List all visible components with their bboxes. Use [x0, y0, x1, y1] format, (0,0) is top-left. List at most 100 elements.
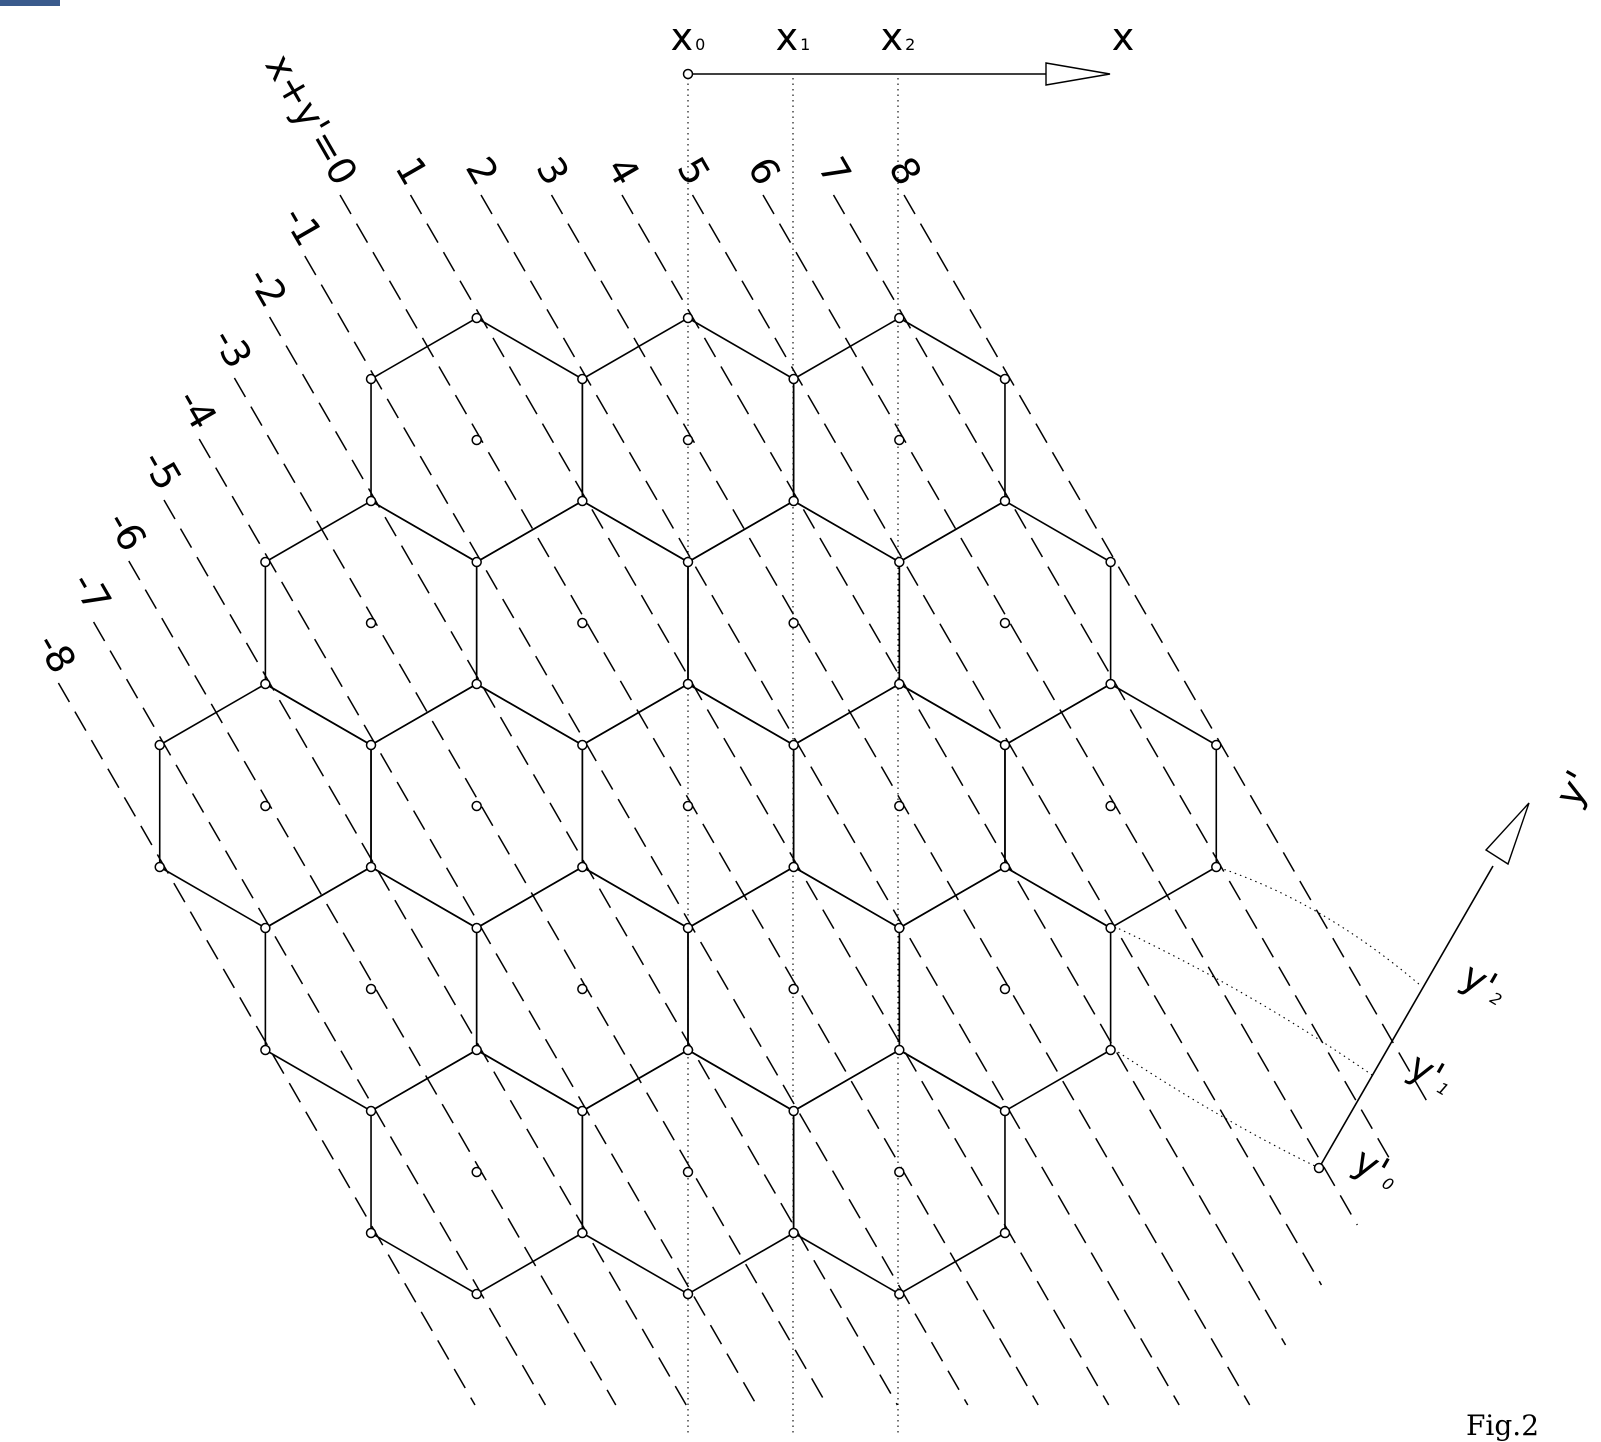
hex-vertex-node	[261, 680, 270, 689]
hex-vertex-node	[472, 314, 481, 323]
svg-text:x2: x2	[881, 15, 916, 59]
x-axis-arrowhead	[1046, 63, 1110, 85]
hex-vertex-node	[367, 863, 376, 872]
x-tick-1: x	[776, 15, 799, 59]
hex-vertex-node	[1106, 1046, 1115, 1055]
diagonal-dashed-line	[340, 195, 1038, 1405]
diagonal-dashed-line	[622, 195, 1286, 1345]
figure-label: Fig.2	[1466, 1412, 1539, 1440]
hex-vertex-node	[578, 375, 587, 384]
hex-center-node	[1000, 985, 1009, 994]
hex-center-node	[789, 985, 798, 994]
diagonal-line-label: 7	[810, 150, 860, 193]
hex-vertex-node	[472, 558, 481, 567]
diagonal-line-label: -2	[239, 260, 296, 315]
hex-vertex-node	[472, 1046, 481, 1055]
hex-vertex-node	[895, 924, 904, 933]
x-tick-0: x	[671, 15, 694, 59]
hex-center-node	[684, 436, 693, 445]
diagonal-line-label: 4	[598, 150, 648, 193]
hex-center-node	[789, 619, 798, 628]
hex-vertex-node	[1000, 741, 1009, 750]
hex-vertex-node	[1000, 497, 1009, 506]
hex-vertex-node	[895, 558, 904, 567]
hex-center-node	[1000, 619, 1009, 628]
hex-center-node	[895, 802, 904, 811]
hex-vertex-node	[155, 863, 164, 872]
diagonal-dashed-line	[552, 195, 1250, 1405]
hex-vertex-node	[367, 497, 376, 506]
svg-text:y'0: y'0	[1346, 1138, 1407, 1199]
diagonal-line-label: 8	[880, 150, 930, 193]
hex-vertex-node	[367, 1107, 376, 1116]
hex-center-node	[684, 1168, 693, 1177]
hex-vertex-node	[367, 375, 376, 384]
hex-vertex-node	[1000, 863, 1009, 872]
hex-center-node	[684, 802, 693, 811]
diagonal-line-label: 2	[457, 150, 507, 193]
hex-vertex-node	[789, 375, 798, 384]
hex-vertex-node	[684, 558, 693, 567]
hex-center-node	[367, 619, 376, 628]
diagonal-dashed-line	[199, 439, 756, 1405]
diagonal-dashed-line	[234, 378, 827, 1405]
hex-vertex-node	[789, 1107, 798, 1116]
hex-center-node	[472, 1168, 481, 1177]
x-axis-label: x	[1112, 15, 1135, 59]
hex-vertex-node	[895, 1290, 904, 1299]
x-axis-origin-node	[684, 70, 693, 79]
hex-center-node	[578, 619, 587, 628]
hex-center-node	[472, 436, 481, 445]
hex-vertex-node	[895, 314, 904, 323]
hex-center-node	[895, 1168, 904, 1177]
hex-center-node	[367, 985, 376, 994]
hex-vertex-node	[367, 1229, 376, 1238]
diagonal-line-label: 5	[669, 150, 719, 193]
hex-vertex-node	[1106, 924, 1115, 933]
hex-vertex-node	[1212, 863, 1221, 872]
hex-vertex-node	[789, 1229, 798, 1238]
hex-vertex-node	[261, 558, 270, 567]
hex-vertex-node	[472, 1290, 481, 1299]
diagonal-line-label: -3	[204, 321, 261, 376]
hex-vertex-node	[895, 1046, 904, 1055]
svg-text:x1: x1	[776, 15, 811, 59]
diagonal-line-label: -5	[133, 443, 190, 498]
hex-vertex-node	[578, 741, 587, 750]
hex-vertex-node	[1212, 741, 1221, 750]
hex-vertex-node	[789, 863, 798, 872]
hex-vertex-node	[1106, 558, 1115, 567]
x-tick-1-sub: 1	[800, 35, 810, 54]
svg-text:x0: x0	[671, 15, 706, 59]
diagonal-dashed-line	[763, 195, 1357, 1225]
hex-vertex-node	[684, 924, 693, 933]
diagonal-line-label: -6	[98, 504, 155, 559]
x-tick-2-sub: 2	[905, 35, 915, 54]
diagonal-line-label: -7	[63, 565, 120, 620]
x-tick-2: x	[881, 15, 904, 59]
diagonal-line-label: 1	[387, 150, 437, 193]
svg-text:y'1: y'1	[1401, 1043, 1462, 1104]
svg-text:y'2: y'2	[1454, 953, 1515, 1014]
hex-vertex-node	[1000, 1107, 1009, 1116]
diagonal-dashed-line	[58, 683, 475, 1405]
hex-vertex-node	[684, 314, 693, 323]
y-tick-guide-line	[1109, 924, 1372, 1075]
hex-vertex-node	[472, 680, 481, 689]
hex-vertex-node	[895, 680, 904, 689]
diagonal-dashed-line	[305, 256, 968, 1405]
hex-vertex-node	[472, 924, 481, 933]
diagonal-line-label: x+y'=0	[257, 46, 367, 192]
hex-center-node	[895, 436, 904, 445]
y-prime-axis-label: y'	[1546, 763, 1601, 814]
hex-center-node	[261, 802, 270, 811]
diagonal-line-label: -1	[274, 199, 331, 254]
y-tick-guide-line	[1109, 1046, 1319, 1168]
hex-vertex-node	[578, 1229, 587, 1238]
hex-vertex-node	[789, 497, 798, 506]
diagonal-dashed-line	[164, 500, 686, 1405]
diagonal-dashed-line	[270, 317, 898, 1405]
hex-vertex-node	[1000, 375, 1009, 384]
